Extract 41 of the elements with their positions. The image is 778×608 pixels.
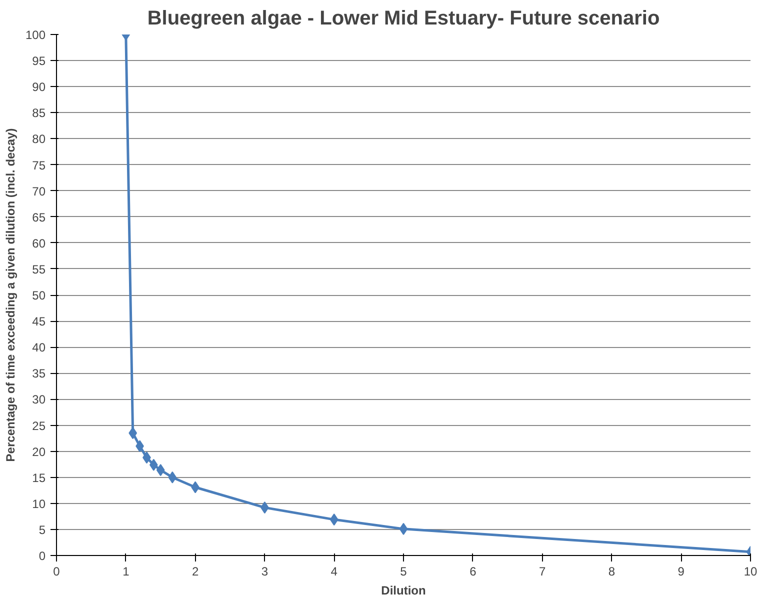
x-tick-label: 4 xyxy=(330,564,338,578)
x-axis-title: Dilution xyxy=(381,584,426,598)
y-tick-label: 65 xyxy=(32,210,46,224)
point xyxy=(168,471,177,484)
x-tick-label: 1 xyxy=(122,564,130,578)
y-tick-label: 90 xyxy=(32,80,46,94)
x-tick-label: 3 xyxy=(261,564,268,578)
y-tick-label: 70 xyxy=(32,184,46,198)
x-tick-label: 2 xyxy=(192,564,199,578)
y-tick-label: 80 xyxy=(32,132,46,146)
y-tick-label: 35 xyxy=(32,366,46,381)
point xyxy=(330,514,338,526)
point xyxy=(149,458,158,471)
y-tick-label: 0 xyxy=(38,549,46,563)
y-tick-label: 100 xyxy=(25,28,46,42)
point xyxy=(156,464,165,476)
x-tick-label: 6 xyxy=(470,564,477,578)
y-tick-label: 75 xyxy=(32,158,46,172)
y-tick-label: 85 xyxy=(32,106,46,120)
x-tick-label: 9 xyxy=(678,564,685,578)
y-tick-label: 15 xyxy=(32,470,46,485)
chart-title: Bluegreen algae - Lower Mid Estuary- Future scenario xyxy=(147,8,660,30)
y-tick-label: 20 xyxy=(32,444,46,459)
y-axis-title: Percentage of time exceeding a given dilution (incl. decay) xyxy=(3,128,18,462)
y-tick-label: 95 xyxy=(32,54,46,68)
y-tick-label: 10 xyxy=(32,496,46,511)
y-tick-label: 45 xyxy=(32,314,46,329)
y-tick-label: 5 xyxy=(38,522,46,537)
x-tick-label: 7 xyxy=(538,564,546,578)
y-tick-label: 30 xyxy=(32,392,46,407)
x-tick-label: 0 xyxy=(53,564,60,578)
y-tick-label: 40 xyxy=(32,340,46,355)
y-tick-label: 25 xyxy=(32,418,46,433)
y-tick-label: 55 xyxy=(32,262,46,276)
x-tick-label: 5 xyxy=(400,564,408,578)
y-tick-label: 50 xyxy=(32,288,46,302)
point xyxy=(399,522,408,535)
x-tick-label: 8 xyxy=(608,564,616,578)
point xyxy=(128,427,138,440)
x-tick-label: 10 xyxy=(744,564,758,578)
y-tick-label: 60 xyxy=(32,236,46,250)
